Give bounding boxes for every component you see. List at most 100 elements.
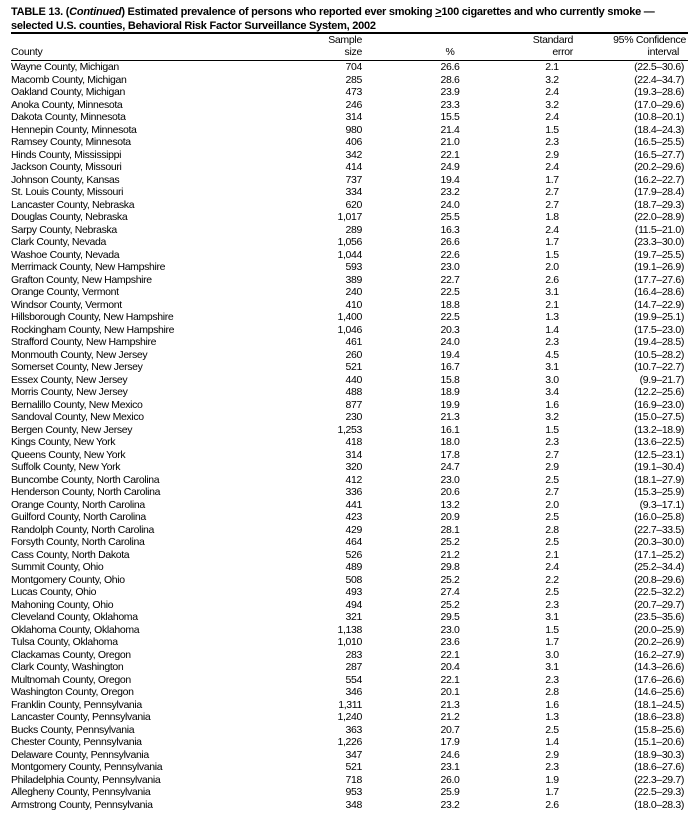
sample-size-cell: 321	[345, 611, 363, 623]
sample-size-cell: 423	[345, 511, 363, 523]
sample-size-cell: 260	[345, 348, 363, 361]
table-row: Oklahoma County, Oklahoma 1,138 23.0 1.5 (20…	[0, 624, 699, 637]
percent-cell: 24.0	[440, 198, 460, 211]
confidence-interval-cell: (19.1–26.9)	[634, 261, 684, 273]
confidence-interval-cell: (16.2–22.7)	[634, 173, 684, 186]
confidence-interval-cell: (17.1–25.2)	[634, 548, 684, 561]
standard-error-cell: 3.2	[545, 411, 559, 423]
county-cell: Macomb County, Michigan	[11, 73, 127, 86]
confidence-interval-cell: (16.5–27.7)	[634, 148, 684, 161]
standard-error-cell: 1.6	[545, 398, 559, 411]
table-row: Washington County, Oregon 346 20.1 2.8 (14.6…	[0, 686, 699, 699]
county-cell: Hennepin County, Minnesota	[11, 123, 137, 136]
percent-cell: 25.2	[440, 598, 460, 611]
percent-cell: 16.1	[440, 423, 460, 436]
confidence-interval-cell: (15.1–20.6)	[634, 736, 684, 748]
standard-error-cell: 2.0	[545, 261, 559, 273]
county-cell: Lancaster County, Pennsylvania	[11, 711, 151, 723]
percent-cell: 26.6	[440, 236, 460, 248]
county-cell: Essex County, New Jersey	[11, 373, 128, 386]
confidence-interval-cell: (22.0–28.9)	[634, 211, 684, 223]
table-row: Hinds County, Mississippi 342 22.1 2.9 (16.5…	[0, 149, 699, 162]
standard-error-cell: 2.4	[545, 161, 559, 173]
title-continued: Continued	[69, 6, 122, 18]
county-cell: Somerset County, New Jersey	[11, 361, 143, 373]
standard-error-cell: 2.3	[545, 336, 559, 348]
percent-cell: 13.2	[440, 498, 460, 511]
sample-size-cell: 521	[345, 361, 363, 373]
percent-cell: 25.2	[440, 536, 460, 548]
county-cell: Bucks County, Pennsylvania	[11, 723, 135, 736]
standard-error-cell: 1.5	[545, 248, 559, 261]
percent-cell: 22.5	[440, 286, 460, 298]
percent-cell: 24.7	[440, 461, 460, 473]
county-cell: Morris County, New Jersey	[11, 386, 128, 398]
county-cell: Dakota County, Minnesota	[11, 111, 126, 123]
sample-size-cell: 410	[345, 298, 363, 311]
county-cell: Queens County, New York	[11, 448, 126, 461]
sample-size-cell: 283	[345, 648, 363, 661]
confidence-interval-cell: (16.0–25.8)	[634, 511, 684, 523]
confidence-interval-cell: (18.0–28.3)	[634, 798, 684, 811]
percent-cell: 20.7	[440, 723, 460, 736]
confidence-interval-cell: (20.2–26.9)	[634, 636, 684, 648]
county-cell: Randolph County, North Carolina	[11, 523, 155, 536]
header-percent: %	[445, 46, 455, 58]
sample-size-cell: 493	[345, 586, 363, 598]
percent-cell: 25.9	[440, 786, 460, 798]
confidence-interval-cell: (16.9–23.0)	[634, 398, 684, 411]
table-row: Clark County, Washington 287 20.4 3.1 (14.3–…	[0, 661, 699, 674]
sample-size-cell: 336	[345, 486, 363, 498]
standard-error-cell: 1.7	[545, 786, 559, 798]
confidence-interval-cell: (16.2–27.9)	[634, 648, 684, 661]
header-confidence-interval: 95% Confidence interval	[613, 34, 686, 58]
sample-size-cell: 342	[345, 148, 363, 161]
table-row: Sarpy County, Nebraska 289 16.3 2.4 (11.5–21…	[0, 224, 699, 237]
header-ci-line1: 95% Confidence	[613, 34, 686, 46]
county-cell: Washoe County, Nevada	[11, 248, 120, 261]
county-cell: Chester County, Pennsylvania	[11, 736, 142, 748]
county-cell: Rockingham County, New Hampshire	[11, 323, 175, 336]
table-row: Cleveland County, Oklahoma 321 29.5 3.1 (23.…	[0, 611, 699, 624]
sample-size-cell: 494	[345, 598, 363, 611]
confidence-interval-cell: (15.3–25.9)	[634, 486, 684, 498]
table-title: TABLE 13. (Continued) Estimated prevalen…	[11, 5, 691, 33]
confidence-interval-cell: (17.6–26.6)	[634, 673, 684, 686]
table-row: Summit County, Ohio 489 29.8 2.4 (25.2–34.4)	[0, 561, 699, 574]
standard-error-cell: 2.9	[545, 148, 559, 161]
confidence-interval-cell: (17.5–23.0)	[634, 323, 684, 336]
county-cell: Jackson County, Missouri	[11, 161, 122, 173]
sample-size-cell: 737	[345, 173, 363, 186]
standard-error-cell: 2.4	[545, 561, 559, 573]
standard-error-cell: 3.2	[545, 73, 559, 86]
percent-cell: 24.9	[440, 161, 460, 173]
table-row: Suffolk County, New York 320 24.7 2.9 (19.1–…	[0, 461, 699, 474]
standard-error-cell: 2.4	[545, 223, 559, 236]
confidence-interval-cell: (18.9–30.3)	[634, 748, 684, 761]
confidence-interval-cell: (16.4–28.6)	[634, 286, 684, 298]
percent-cell: 15.5	[440, 111, 460, 123]
standard-error-cell: 3.4	[545, 386, 559, 398]
confidence-interval-cell: (12.5–23.1)	[634, 448, 684, 461]
table-row: Douglas County, Nebraska 1,017 25.5 1.8 (22.…	[0, 211, 699, 224]
table-row: Sandoval County, New Mexico 230 21.3 3.2 (15…	[0, 411, 699, 424]
county-cell: Hinds County, Mississippi	[11, 148, 122, 161]
standard-error-cell: 2.1	[545, 61, 559, 73]
header-sample-size: Sample size	[328, 34, 362, 58]
standard-error-cell: 2.8	[545, 523, 559, 536]
county-cell: Ramsey County, Minnesota	[11, 136, 131, 148]
table-row: Montgomery County, Pennsylvania 521 23.1 2.…	[0, 761, 699, 774]
standard-error-cell: 1.5	[545, 623, 559, 636]
table-row: St. Louis County, Missouri 334 23.2 2.7 (17.…	[0, 186, 699, 199]
standard-error-cell: 2.3	[545, 436, 559, 448]
sample-size-cell: 980	[345, 123, 363, 136]
percent-cell: 21.2	[440, 548, 460, 561]
table-row: Wayne County, Michigan 704 26.6 2.1 (22.5–30…	[0, 61, 699, 74]
standard-error-cell: 2.7	[545, 448, 559, 461]
sample-size-cell: 1,311	[338, 698, 362, 711]
county-cell: Cass County, North Dakota	[11, 548, 130, 561]
sample-size-cell: 1,138	[337, 623, 362, 636]
table-row: Rockingham County, New Hampshire 1,046 20.…	[0, 324, 699, 337]
table-row: Randolph County, North Carolina 429 28.1 2.…	[0, 524, 699, 537]
header-rule	[11, 60, 688, 61]
